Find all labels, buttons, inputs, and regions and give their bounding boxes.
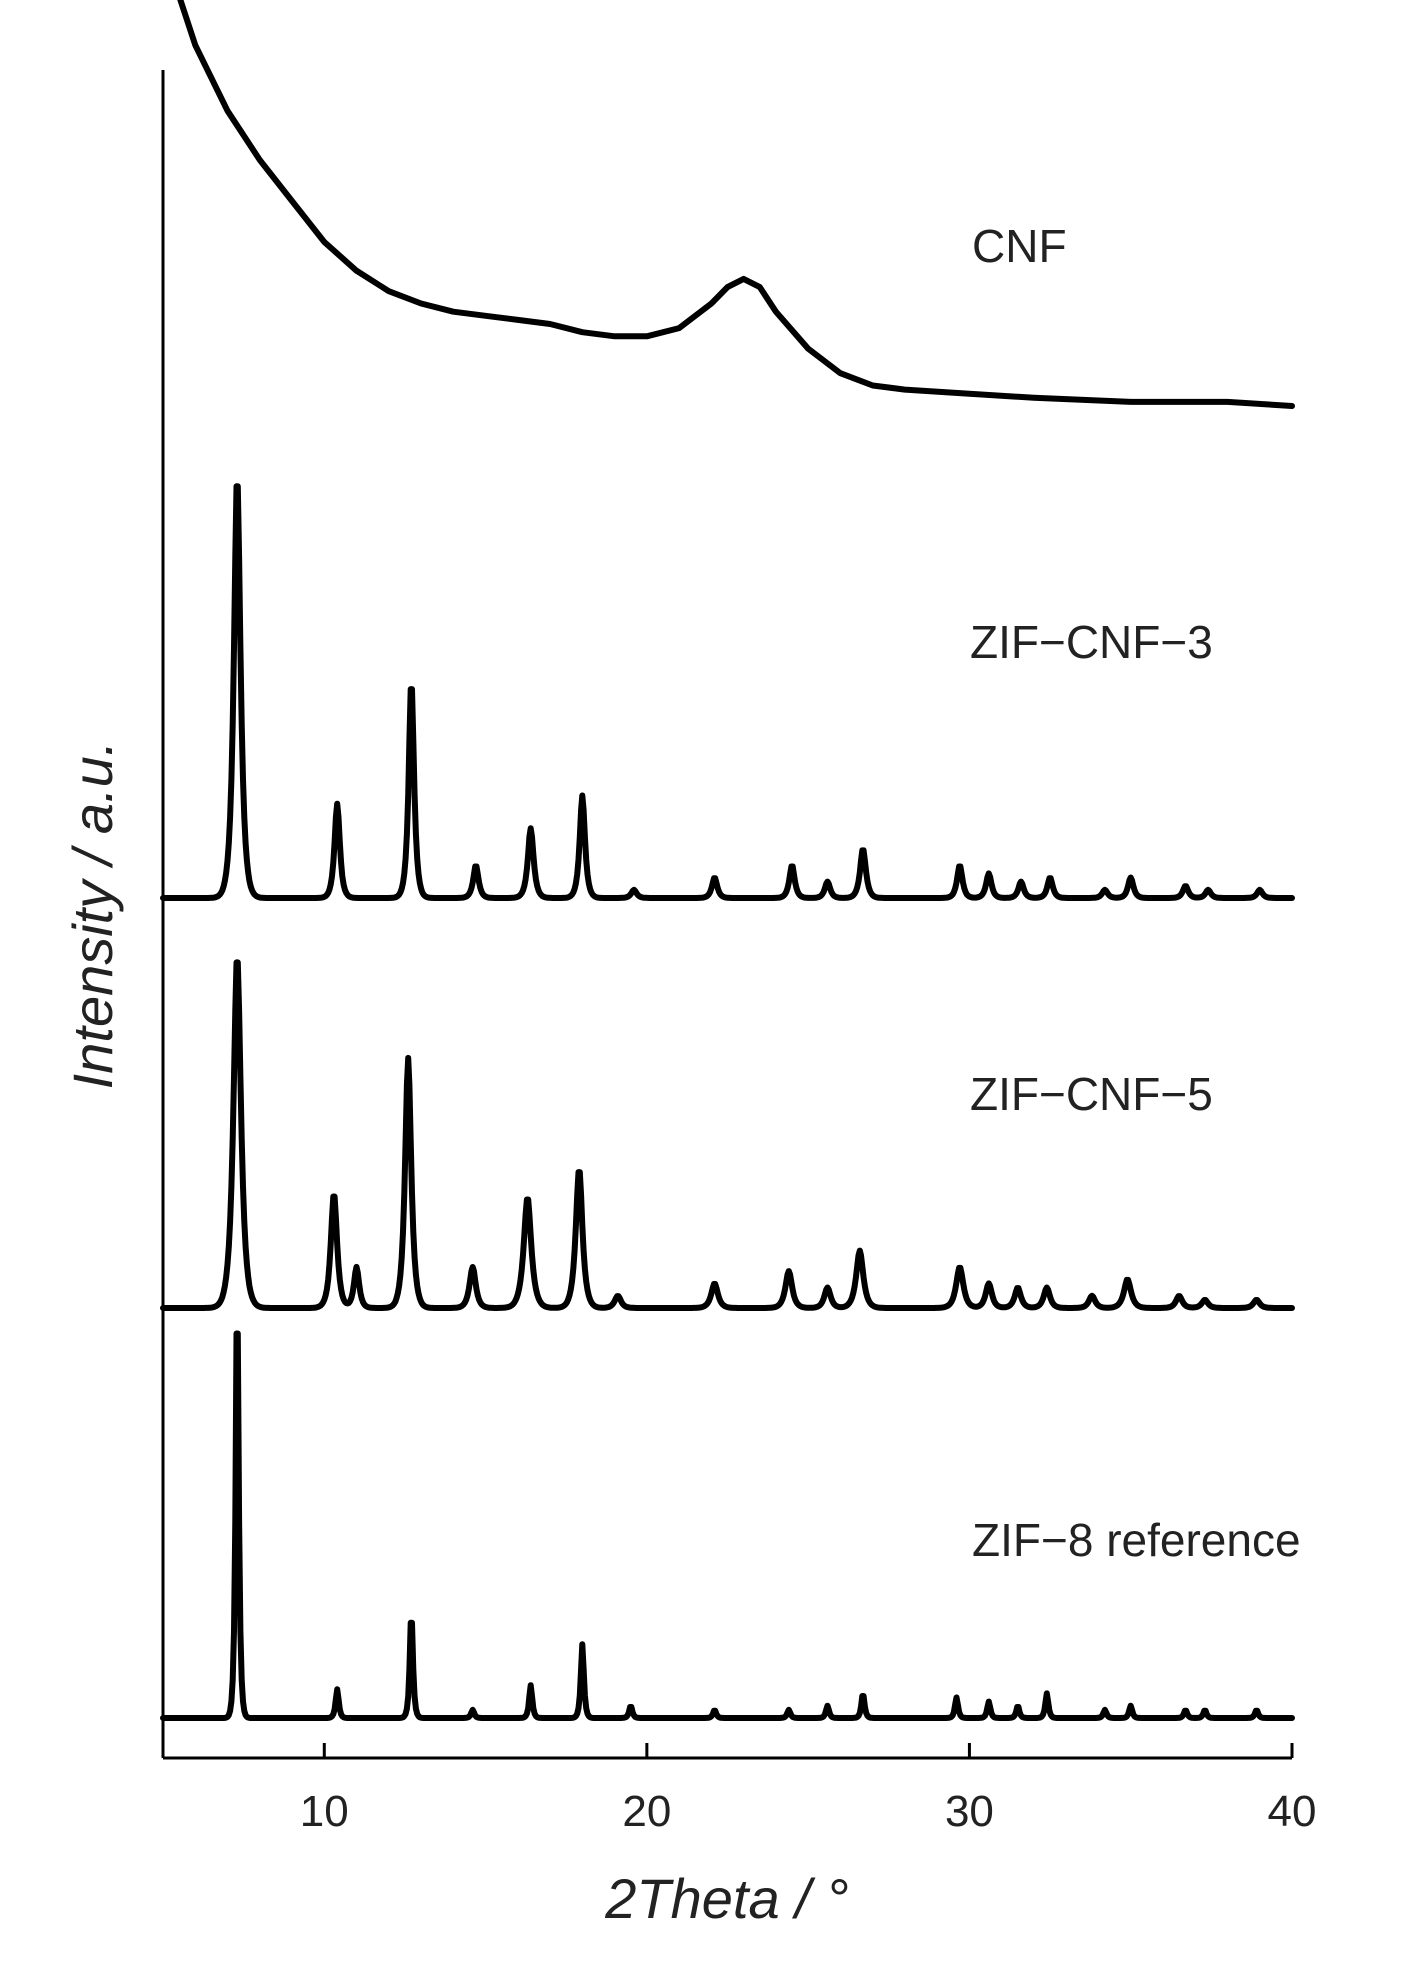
series-label-zif-cnf-5: ZIF−CNF−5 [970,1068,1213,1120]
x-tick-label-10: 10 [300,1787,349,1836]
x-tick-label-40: 40 [1268,1787,1317,1836]
trace-zif-cnf-3 [160,483,1295,901]
y-axis-title: Intensity / a.u. [61,741,124,1090]
series-label-zif-cnf-3: ZIF−CNF−3 [970,616,1213,668]
x-axis-title: 2Theta / ° [604,1867,848,1930]
series-label-zif-8-reference: ZIF−8 reference [972,1514,1301,1566]
trace-zif-cnf-5 [160,959,1295,1311]
series-labels: CNF ZIF−CNF−3 ZIF−CNF−5 ZIF−8 reference [970,220,1301,1566]
x-tick-label-30: 30 [945,1787,994,1836]
series-label-cnf: CNF [972,220,1067,272]
series-traces [160,0,1295,1721]
x-tick-label-20: 20 [622,1787,671,1836]
x-ticks: 10 20 30 40 [300,1743,1317,1836]
trace-zif-8-reference [160,1330,1295,1721]
trace-cnf [177,0,1295,409]
